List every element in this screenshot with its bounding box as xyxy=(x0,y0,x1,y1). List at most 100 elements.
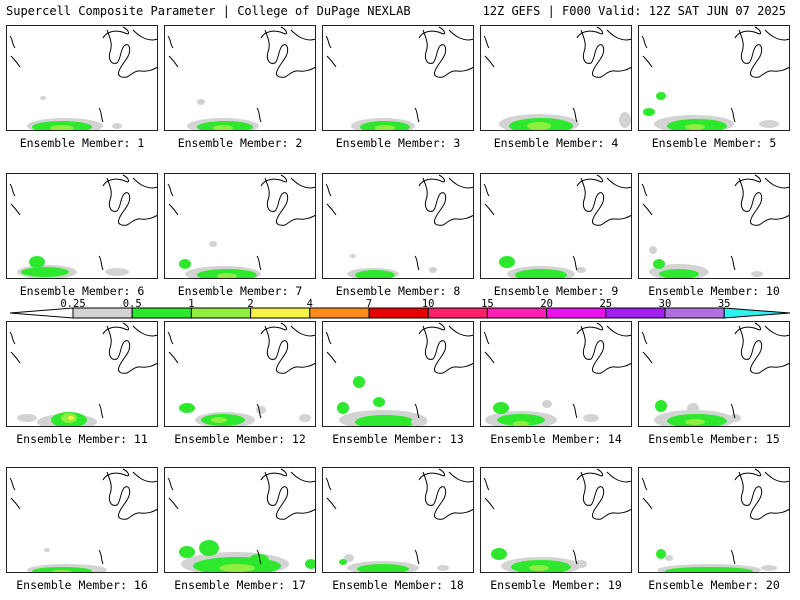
scp-contour xyxy=(213,125,233,130)
panel-label: Ensemble Member: 4 xyxy=(493,136,619,150)
panel-label: Ensemble Member: 11 xyxy=(16,432,148,446)
member-map xyxy=(9,174,157,278)
coastline xyxy=(10,55,21,68)
scp-contour xyxy=(112,123,122,129)
coastline xyxy=(572,107,578,123)
member-map xyxy=(167,322,315,426)
scp-contour xyxy=(29,256,45,268)
scp-contour xyxy=(350,254,356,258)
coastline xyxy=(606,29,631,41)
scp-contour xyxy=(217,273,237,278)
coastline xyxy=(576,468,604,481)
coastline xyxy=(9,183,16,197)
coastline xyxy=(448,325,473,337)
coastline xyxy=(414,255,420,271)
coastline xyxy=(102,322,130,335)
member-map xyxy=(9,468,157,572)
coastline xyxy=(10,203,21,216)
coastline xyxy=(641,35,648,49)
coastline xyxy=(98,403,104,419)
scp-contour xyxy=(527,122,551,130)
coastline xyxy=(325,35,332,49)
coastline xyxy=(483,35,490,49)
panel-label: Ensemble Member: 10 xyxy=(648,284,780,298)
panel-label: Ensemble Member: 9 xyxy=(493,284,619,298)
member-map xyxy=(483,174,631,278)
scp-contour xyxy=(219,564,255,572)
scp-contour xyxy=(355,415,415,426)
coastline xyxy=(448,177,473,189)
scp-contour xyxy=(761,565,777,571)
coastline xyxy=(448,29,473,41)
coastline xyxy=(106,29,157,78)
coastline xyxy=(10,497,21,510)
coastline xyxy=(167,183,174,197)
coastline xyxy=(734,26,762,39)
scp-contour xyxy=(411,418,427,426)
map-panel xyxy=(6,25,158,131)
coastline xyxy=(580,471,631,520)
member-map xyxy=(325,468,473,572)
scp-contour xyxy=(665,555,673,561)
scp-contour xyxy=(197,99,205,105)
colorbar-tick-label: 2 xyxy=(247,298,254,310)
scp-contour xyxy=(665,567,753,572)
coastline xyxy=(98,107,104,123)
coastline xyxy=(642,203,653,216)
map-panel xyxy=(480,173,632,279)
panel-label: Ensemble Member: 15 xyxy=(648,432,780,446)
coastline xyxy=(730,549,736,565)
member-map xyxy=(641,26,789,130)
panel-label: Ensemble Member: 14 xyxy=(490,432,622,446)
colorbar-tick-label: 7 xyxy=(365,298,373,310)
scp-contour xyxy=(179,403,195,413)
coastline xyxy=(738,471,789,520)
scp-contour xyxy=(491,548,507,560)
coastline xyxy=(738,29,789,78)
member-map xyxy=(9,26,157,130)
panel-label: Ensemble Member: 6 xyxy=(19,284,145,298)
coastline xyxy=(576,322,604,335)
colorbar-tick-label: 0.5 xyxy=(122,298,142,310)
coastline xyxy=(326,351,337,364)
coastline xyxy=(290,29,315,41)
scp-contour xyxy=(199,540,219,556)
panel-label: Ensemble Member: 12 xyxy=(174,432,306,446)
colorbar xyxy=(10,307,790,319)
coastline xyxy=(326,497,337,510)
coastline xyxy=(483,331,490,345)
coastline xyxy=(414,403,420,419)
coastline xyxy=(642,351,653,364)
colorbar-segment xyxy=(250,307,311,319)
coastline xyxy=(260,468,288,481)
member-map xyxy=(325,174,473,278)
map-panel xyxy=(480,321,632,427)
coastline xyxy=(576,26,604,39)
scp-contour xyxy=(429,267,437,273)
coastline xyxy=(418,322,446,335)
scp-contour xyxy=(375,125,395,130)
map-panel xyxy=(6,467,158,573)
coastline xyxy=(414,549,420,565)
scp-contour xyxy=(655,400,667,412)
coastline xyxy=(641,477,648,491)
coastline xyxy=(102,26,130,39)
scp-contour xyxy=(575,560,587,568)
coastline xyxy=(132,177,157,189)
map-panel xyxy=(480,25,632,131)
coastline xyxy=(168,55,179,68)
panel-label: Ensemble Member: 19 xyxy=(490,578,622,592)
coastline xyxy=(264,177,315,226)
coastline xyxy=(264,471,315,520)
coastline xyxy=(606,177,631,189)
coastline xyxy=(260,26,288,39)
coastline xyxy=(606,471,631,483)
colorbar-tick-label: 0.25 xyxy=(60,298,86,310)
coastline xyxy=(730,107,736,123)
map-panel xyxy=(164,25,316,131)
map-panel xyxy=(164,173,316,279)
scp-contour xyxy=(344,554,354,562)
colorbar-segment xyxy=(309,307,370,319)
member-map xyxy=(483,26,631,130)
coastline xyxy=(576,174,604,187)
